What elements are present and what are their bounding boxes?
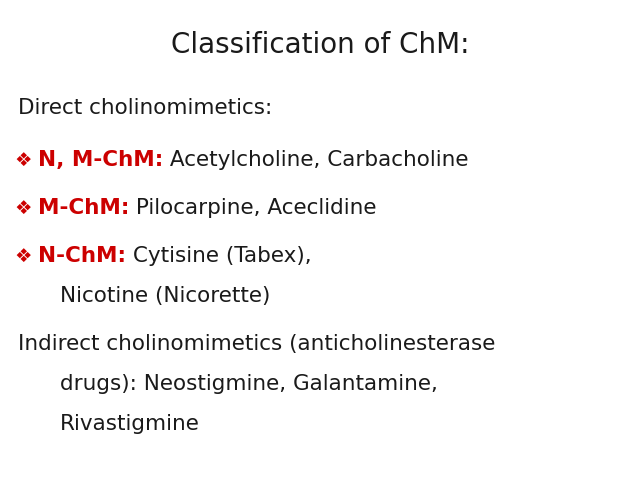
- Text: N, M-ChM:: N, M-ChM:: [38, 150, 163, 170]
- Text: Pilocarpine, Aceclidine: Pilocarpine, Aceclidine: [129, 198, 377, 218]
- Text: Nicotine (Nicorette): Nicotine (Nicorette): [60, 286, 270, 306]
- Text: Indirect cholinomimetics (anticholinesterase: Indirect cholinomimetics (anticholineste…: [18, 334, 495, 354]
- Text: Rivastigmine: Rivastigmine: [60, 414, 200, 434]
- Text: Classification of ChM:: Classification of ChM:: [171, 31, 469, 59]
- Text: M-ChM:: M-ChM:: [38, 198, 129, 218]
- Text: ❖: ❖: [14, 151, 31, 169]
- Text: Cytisine (Tabex),: Cytisine (Tabex),: [126, 246, 312, 266]
- Text: ❖: ❖: [14, 199, 31, 217]
- Text: N-ChM:: N-ChM:: [38, 246, 126, 266]
- Text: drugs): Neostigmine, Galantamine,: drugs): Neostigmine, Galantamine,: [60, 374, 438, 394]
- Text: Direct cholinomimetics:: Direct cholinomimetics:: [18, 98, 272, 118]
- Text: ❖: ❖: [14, 247, 31, 265]
- Text: Acetylcholine, Carbacholine: Acetylcholine, Carbacholine: [163, 150, 468, 170]
